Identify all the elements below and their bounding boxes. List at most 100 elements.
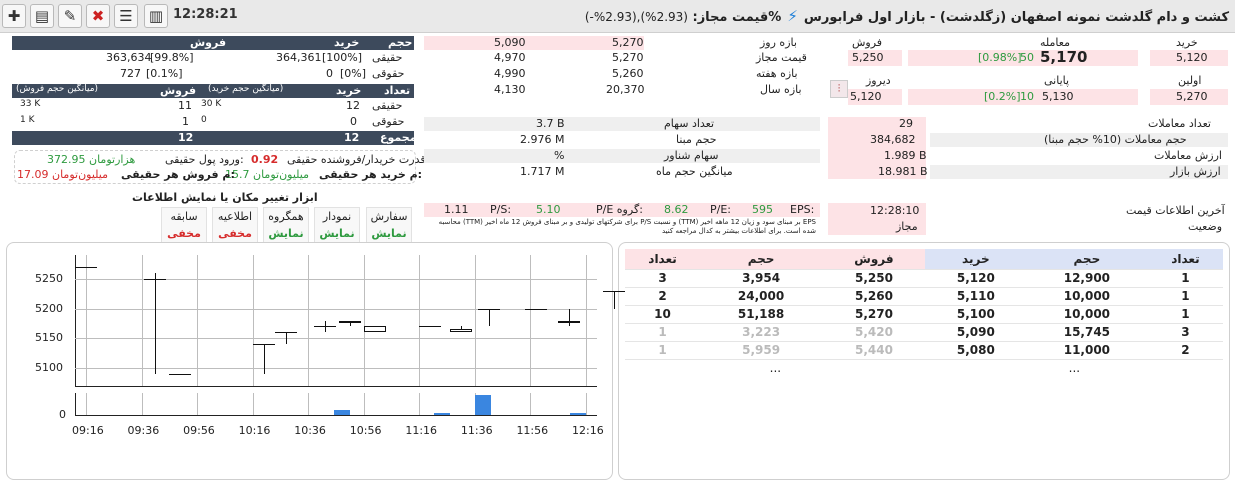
candle-body [419, 326, 442, 328]
range-day-low: 5,090 [494, 36, 526, 49]
table-row[interactable]: 2 24,000 5,260 5,110 10,000 1 [625, 287, 1223, 305]
ob-head-sell-count: تعداد [648, 251, 677, 266]
range-day-high: 5,270 [612, 36, 644, 49]
close-percent: [0.2%] [984, 90, 1021, 103]
power-ratio-value: 0.92 [251, 153, 279, 166]
y-gridline [75, 368, 597, 370]
volume-x-gridline [419, 393, 421, 415]
toggle-notices[interactable]: اطلاعیه مخفی [212, 207, 258, 243]
toggle-orders[interactable]: سفارش نمایش [366, 207, 412, 243]
volume-x-gridline [530, 393, 532, 415]
real-sell-pct: [99.8%] [150, 51, 194, 64]
ob-more-buy[interactable]: ... [1068, 361, 1081, 376]
candle-body [75, 266, 97, 268]
volume-x-gridline [252, 393, 254, 415]
volume-x-gridline [308, 393, 310, 415]
x-tick-label: 09:36 [127, 424, 160, 437]
yesterday-price: 5,120 [850, 90, 882, 103]
candle-body [313, 326, 336, 328]
real-buy-pct: [100%] [322, 51, 363, 64]
volume-frame-bottom [75, 415, 597, 416]
ob-more-sell[interactable]: ... [769, 361, 782, 376]
toggle-chart[interactable]: نمودار نمایش [314, 207, 360, 243]
chart-frame-left [75, 255, 76, 386]
x-gridline [86, 255, 87, 386]
real-avg-buy: 30 K [201, 99, 222, 109]
table-row[interactable]: 1 5,959 5,440 5,080 11,000 2 [625, 341, 1223, 359]
trades-volume-label: حجم معاملات (10% حجم مبنا) [1044, 133, 1187, 146]
table-row[interactable]: 10 51,188 5,270 5,100 10,000 1 [625, 305, 1223, 323]
state-label: وضعیت [1188, 220, 1223, 233]
clients-count-header: تعداد خرید (میانگین حجم خرید) فروش (میان… [12, 84, 414, 98]
edit-icon[interactable]: ✎ [58, 4, 82, 28]
clients-buy-head: خرید [334, 36, 360, 49]
table-row[interactable]: 1 3,223 5,420 5,090 15,745 3 [625, 323, 1223, 341]
volume-tick-label: 0 [59, 408, 66, 421]
yesterday-label: دیروز [866, 74, 891, 87]
ps-value: 1.11 [444, 203, 469, 216]
volume-x-gridline [197, 393, 199, 415]
range-week-low: 4,990 [494, 67, 526, 80]
table-row[interactable]: 3 3,954 5,250 5,120 12,900 1 [625, 269, 1223, 287]
first-price: 5,270 [1176, 90, 1208, 103]
x-tick-label: 10:56 [349, 424, 382, 437]
clients-legal-label: حقوقی [372, 67, 405, 80]
trade-percent: [0.98%] [978, 51, 1022, 64]
close-price-label: پایانی [1044, 74, 1070, 87]
state-value: مجاز [896, 220, 918, 233]
trades-value-label: ارزش معاملات [1154, 149, 1222, 162]
plus-icon[interactable]: ✚ [2, 4, 26, 28]
base-volume-value: 2.976 M [520, 133, 565, 146]
sell-label: فروش [852, 36, 883, 49]
real-count-buy: 12 [346, 99, 360, 112]
pe-label: P/E: [710, 203, 731, 216]
list-icon[interactable]: ☰ [114, 4, 138, 28]
range-allowed-high: 5,270 [612, 51, 644, 64]
order-book-panel: تعداد حجم فروش خرید حجم تعداد 3 3,954 5,25… [618, 242, 1230, 480]
candle-wick [569, 308, 571, 327]
clients-count-head: تعداد [384, 84, 411, 97]
float-label: سهام شناور [664, 149, 719, 162]
range-day-label: بازه روز [760, 36, 797, 49]
x-gridline [197, 255, 199, 386]
ob-head-sell-volume: حجم [747, 251, 775, 266]
chart-icon[interactable]: ▥ [144, 4, 168, 28]
volume-x-gridline [586, 393, 587, 415]
avg-buy-value: 15.7 میلیون‌تومان [225, 168, 309, 181]
volume-bar [569, 412, 586, 415]
volume-bar [433, 412, 450, 415]
ratios-note: EPS بر مبنای سود و زیان 12 ماهه اخیر (TT… [438, 218, 816, 235]
range-year-high: 20,370 [606, 83, 645, 96]
count-legal-label: حقوقی [372, 115, 405, 128]
price-chart[interactable]: 5100 5150 5200 5250 0 09:16 09:36 09:56 10:16 10:… [7, 243, 625, 479]
candle-body [602, 290, 625, 292]
document-icon[interactable]: ▤ [30, 4, 54, 28]
range-year-low: 4,130 [494, 83, 526, 96]
clock: 12:28:21 [173, 7, 238, 22]
legal-sell-volume: 727 [120, 67, 141, 80]
clients-total-sell: 12 [178, 131, 194, 144]
toggle-peers[interactable]: همگروه نمایش [263, 207, 309, 243]
volume-x-gridline [363, 393, 365, 415]
tools-icon[interactable]: ✖ [86, 4, 110, 28]
range-year-label: بازه سال [760, 83, 802, 96]
toggle-history[interactable]: سابقه مخفی [161, 207, 207, 243]
x-gridline [141, 255, 143, 386]
order-book: تعداد حجم فروش خرید حجم تعداد 3 3,954 5,25… [625, 249, 1223, 377]
eps-value: 595 [752, 203, 773, 216]
clients-total-row: مجموع 12 12 [12, 131, 417, 145]
candle-body [363, 326, 386, 333]
candle-wick [263, 344, 265, 375]
equalizer-icon[interactable]: ⫶ [830, 80, 848, 98]
close-price: 5,130 [1042, 90, 1074, 103]
candle-body [558, 320, 581, 324]
symbol-title: کشت و دام گلدشت نمونه اصفهان (زگلدشت) - … [803, 10, 1229, 25]
shares-value: 3.7 B [536, 117, 565, 130]
candle-body [525, 308, 547, 310]
candle-wick [286, 332, 287, 345]
avg-sell-label: م فروش هر حقیقی: [121, 168, 235, 181]
legal-avg-buy: 0 [201, 115, 207, 125]
y-gridline [75, 278, 597, 280]
y-tick-label: 5150 [35, 331, 63, 345]
trade-change: 50 [1020, 51, 1034, 64]
